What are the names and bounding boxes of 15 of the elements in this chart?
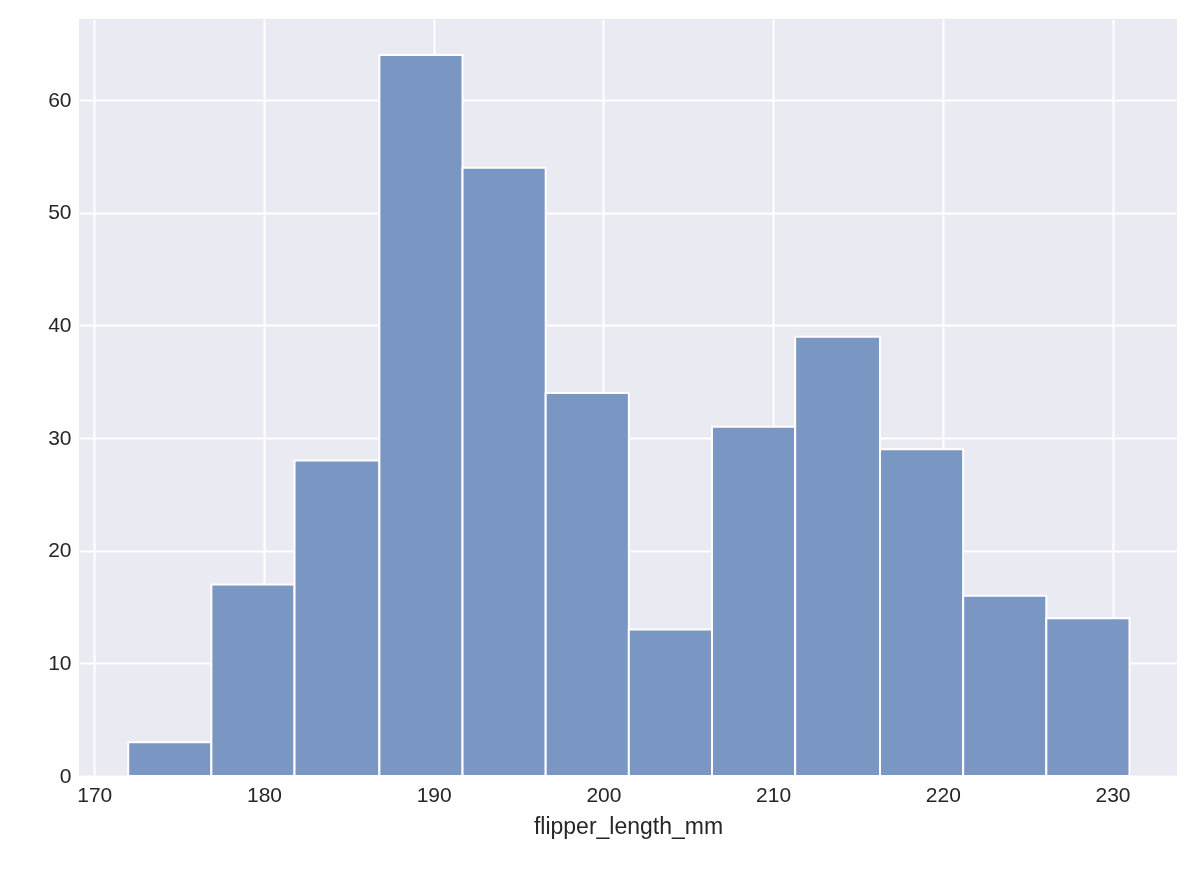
y-tick-label: 20 <box>48 538 72 562</box>
y-tick-label: 50 <box>48 200 72 224</box>
x-tick-label: 170 <box>77 782 113 806</box>
x-tick-label: 190 <box>416 782 452 806</box>
y-tick-label: 60 <box>48 87 72 111</box>
x-axis-title: flipper_length_mm <box>533 812 724 839</box>
y-tick-label: 10 <box>48 650 72 674</box>
x-tick-label: 180 <box>246 782 282 806</box>
x-tick-label: 200 <box>586 782 622 806</box>
y-tick-label: 40 <box>48 312 72 336</box>
x-tick-label: 220 <box>925 782 961 806</box>
x-tick-label: 230 <box>1095 782 1131 806</box>
y-tick-label: 0 <box>59 763 72 787</box>
y-tick-label: 30 <box>48 425 72 449</box>
x-tick-label: 210 <box>756 782 792 806</box>
